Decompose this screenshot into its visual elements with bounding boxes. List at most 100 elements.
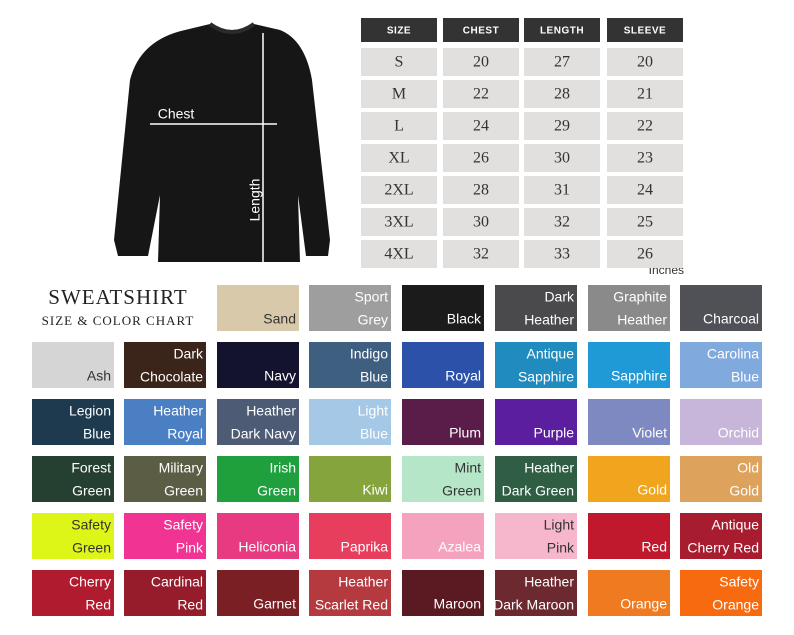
swatch-name: Light: [544, 517, 574, 533]
swatch-name: Antique: [712, 517, 760, 533]
swatch-name: Blue: [731, 369, 759, 385]
cell-text: 4XL: [384, 246, 413, 263]
size-table: SIZE CHEST LENGTH SLEEVE S 20 27 20 M 22 28 21 L 24 29…: [361, 18, 683, 268]
swatch-name: Cherry: [69, 574, 111, 590]
color-swatch: [309, 513, 391, 559]
swatch-name: Sand: [263, 311, 296, 327]
color-swatch: [32, 513, 114, 559]
cell-text: L: [394, 118, 404, 135]
swatch-name: Pink: [547, 540, 575, 556]
swatch-name: Heliconia: [238, 539, 296, 555]
header-text: CHEST: [463, 26, 499, 37]
color-swatch: [217, 570, 299, 616]
color-swatch: [588, 456, 670, 502]
table-cell: [443, 48, 519, 76]
color-swatch: [588, 285, 670, 331]
color-swatch: [402, 456, 484, 502]
swatch-name: Orange: [620, 596, 667, 612]
table-cell: [443, 176, 519, 204]
swatch-name: Blue: [83, 426, 111, 442]
swatch-name: Military: [159, 460, 203, 476]
cell-text: 3XL: [384, 214, 413, 231]
color-swatch: [32, 570, 114, 616]
header-text: SLEEVE: [624, 26, 666, 37]
cell-text: 31: [554, 182, 570, 199]
swatch-name: Cherry Red: [687, 540, 759, 556]
cell-text: 22: [473, 86, 489, 103]
swatch-name: Plum: [449, 425, 481, 441]
table-cell: [443, 208, 519, 236]
swatch-grid: Sand Sport Grey Black Dark Heather Graphite Hea…: [32, 285, 762, 616]
color-swatch: [32, 342, 114, 388]
swatch-name: Heather: [338, 574, 388, 590]
swatch-name: Safety: [71, 517, 111, 533]
swatch-name: Charcoal: [703, 311, 759, 327]
swatch-name: Dark Navy: [231, 426, 296, 442]
swatch-name: Dark Maroon: [493, 597, 574, 613]
cell-text: 30: [473, 214, 489, 231]
color-swatch: [124, 399, 206, 445]
swatch-name: Ash: [87, 368, 111, 384]
color-swatch: [680, 342, 762, 388]
chest-label: Chest: [158, 106, 195, 122]
color-swatch: [217, 513, 299, 559]
swatch-name: Safety: [719, 574, 759, 590]
table-cell: [361, 144, 437, 172]
color-swatch: [680, 285, 762, 331]
swatch-name: Graphite: [613, 289, 667, 305]
cell-text: 25: [637, 214, 653, 231]
table-cell: [361, 176, 437, 204]
color-swatch: [124, 456, 206, 502]
color-swatch: [124, 513, 206, 559]
color-swatch: [124, 342, 206, 388]
color-swatch: [680, 570, 762, 616]
swatch-name: Orange: [712, 597, 759, 613]
table-cell: [524, 80, 600, 108]
swatch-name: Dark: [544, 289, 575, 305]
swatch-name: Pink: [176, 540, 204, 556]
table-cell: [607, 176, 683, 204]
table-cell: [524, 112, 600, 140]
swatch-name: Blue: [360, 369, 388, 385]
cell-text: XL: [388, 150, 409, 167]
length-label: Length: [247, 179, 263, 222]
cell-text: 32: [554, 214, 570, 231]
table-cell: [524, 176, 600, 204]
table-cell: [361, 48, 437, 76]
swatch-name: Chocolate: [140, 369, 203, 385]
table-cell: [361, 240, 437, 268]
table-cell: [607, 112, 683, 140]
color-swatch: [217, 456, 299, 502]
swatch-name: Dark Green: [502, 483, 574, 499]
cell-text: 23: [637, 150, 653, 167]
color-swatch: [402, 285, 484, 331]
color-swatch: [309, 570, 391, 616]
swatch-name: Heather: [524, 312, 574, 328]
table-cell: [361, 208, 437, 236]
swatch-name: Mint: [455, 460, 482, 476]
cell-text: 27: [554, 54, 570, 71]
table-cell: [361, 80, 437, 108]
swatch-name: Black: [447, 311, 482, 327]
swatch-name: Orchid: [718, 425, 759, 441]
collar: [208, 22, 256, 34]
color-swatch: [495, 342, 577, 388]
cell-text: 20: [473, 54, 489, 71]
swatch-name: Blue: [360, 426, 388, 442]
swatch-name: Paprika: [341, 539, 389, 555]
swatch-name: Cardinal: [151, 574, 203, 590]
swatch-name: Green: [72, 540, 111, 556]
color-swatch: [309, 342, 391, 388]
color-swatch: [680, 399, 762, 445]
color-swatch: [124, 570, 206, 616]
table-cell: [443, 144, 519, 172]
color-swatch: [588, 513, 670, 559]
header-text: LENGTH: [540, 26, 584, 37]
swatch-name: Garnet: [253, 596, 296, 612]
table-cell: [607, 80, 683, 108]
swatch-name: Azalea: [438, 539, 481, 555]
cell-text: 22: [637, 118, 653, 135]
cell-text: 2XL: [384, 182, 413, 199]
color-swatch: [217, 399, 299, 445]
